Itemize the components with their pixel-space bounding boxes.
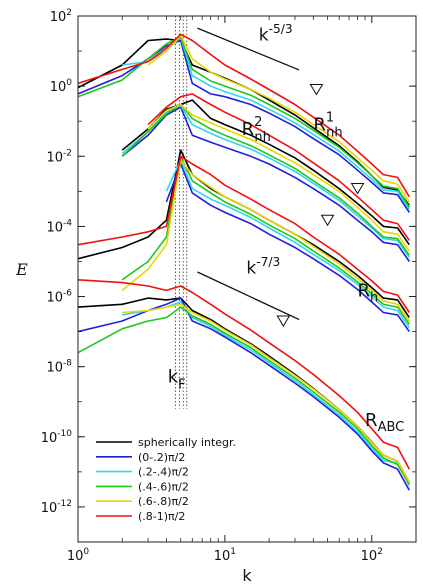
- triangle-marker-r-abc: [277, 316, 289, 326]
- y-tick-label: 10-8: [46, 359, 72, 376]
- slope-line-k-7-3: [197, 272, 299, 320]
- y-tick-label: 10-4: [46, 218, 72, 235]
- legend-entry-2-4-pi-2: (.2-.4)π/2: [138, 466, 189, 479]
- legend-entry-6-8-pi-2: (.6-.8)π/2: [138, 495, 189, 508]
- x-axis-label: k: [242, 566, 252, 585]
- y-tick-label: 10-6: [46, 289, 72, 306]
- group-label-r-nh-1: R1 nh: [313, 110, 342, 140]
- y-tick-label: 100: [50, 78, 73, 95]
- y-tick-label: 10-2: [46, 148, 72, 165]
- series-group: [78, 16, 409, 490]
- group-label-r-nh-2: R2 nh: [242, 115, 271, 145]
- triangle-marker-r-nh-1: [310, 85, 322, 95]
- legend-entry-8-1-pi-2: (.8-1)π/2: [138, 510, 185, 523]
- group-label-r-abc: RABC: [365, 410, 404, 435]
- legend: spherically integr.(0-.2)π/2(.2-.4)π/2(.…: [92, 432, 257, 525]
- y-tick-label: 102: [50, 8, 72, 25]
- x-tick-label: 101: [214, 547, 236, 564]
- x-tick-label: 102: [361, 547, 383, 564]
- y-axis-label: E: [15, 260, 28, 279]
- y-tick-label: 10-12: [41, 499, 72, 516]
- series-r-nh-2-2-4-pi-2: [122, 106, 409, 258]
- slope-label-k-7-3: k-7/3: [246, 255, 280, 279]
- triangle-marker-r-nh-2: [352, 184, 364, 194]
- series-r-h-0-2-pi-2: [166, 164, 409, 332]
- slope-label-k-5-3: k-5/3: [259, 22, 293, 46]
- legend-entry-spherically-integr: spherically integr.: [138, 436, 236, 449]
- triangle-marker-r-h: [322, 215, 334, 225]
- series-r-nh-1-2-4-pi-2: [122, 37, 409, 210]
- y-tick-label: 10-10: [41, 429, 73, 446]
- legend-entry-0-2-pi-2: (0-.2)π/2: [138, 451, 185, 464]
- legend-entry-4-6-pi-2: (.4-.6)π/2: [138, 480, 189, 493]
- x-tick-label: 100: [67, 547, 90, 564]
